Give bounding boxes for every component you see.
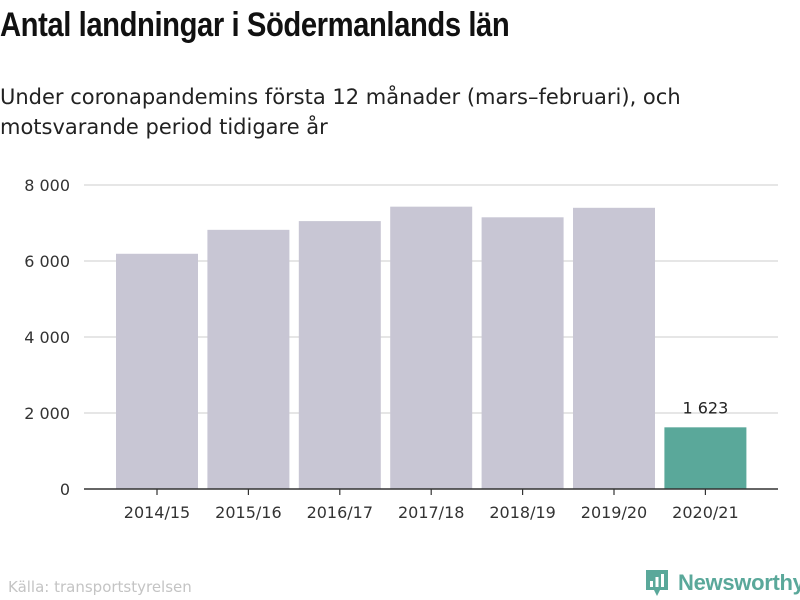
x-tick-label: 2018/19 <box>489 503 555 522</box>
bar <box>664 427 747 489</box>
brand-logo[interactable]: Newsworthy <box>644 568 800 598</box>
bar <box>481 217 564 490</box>
y-tick-label: 8 000 <box>24 176 70 195</box>
x-tick-label: 2017/18 <box>398 503 464 522</box>
chart-subtitle: Under coronapandemins första 12 månader … <box>0 85 681 139</box>
bars <box>116 206 747 490</box>
x-tick-label: 2016/17 <box>307 503 373 522</box>
newsworthy-logo-icon <box>646 570 668 596</box>
x-tick-label: 2019/20 <box>581 503 647 522</box>
x-tick-label: 2014/15 <box>124 503 190 522</box>
x-tick-label: 2015/16 <box>215 503 281 522</box>
bar <box>116 253 198 489</box>
brand-name: Newsworthy <box>678 570 800 595</box>
bar <box>298 221 381 489</box>
y-tick-label: 2 000 <box>24 404 70 423</box>
labels: 0 2 000 4 000 6 000 8 000 2014/15 2015/16 2016/… <box>24 176 738 522</box>
bar <box>390 206 473 489</box>
bar <box>207 229 290 489</box>
y-tick-label: 0 <box>60 480 70 499</box>
bar-chart: 0 2 000 4 000 6 000 8 000 2014/15 2015/16 2016/… <box>24 176 778 522</box>
bar <box>573 207 655 490</box>
y-tick-label: 4 000 <box>24 328 70 347</box>
data-label: 1 623 <box>682 398 728 417</box>
source-note: Källa: transportstyrelsen <box>8 578 192 596</box>
x-axis <box>84 488 778 495</box>
y-tick-label: 6 000 <box>24 252 70 271</box>
chart-title: Antal landningar i Södermanlands län <box>0 6 510 44</box>
x-tick-label: 2020/21 <box>672 503 738 522</box>
